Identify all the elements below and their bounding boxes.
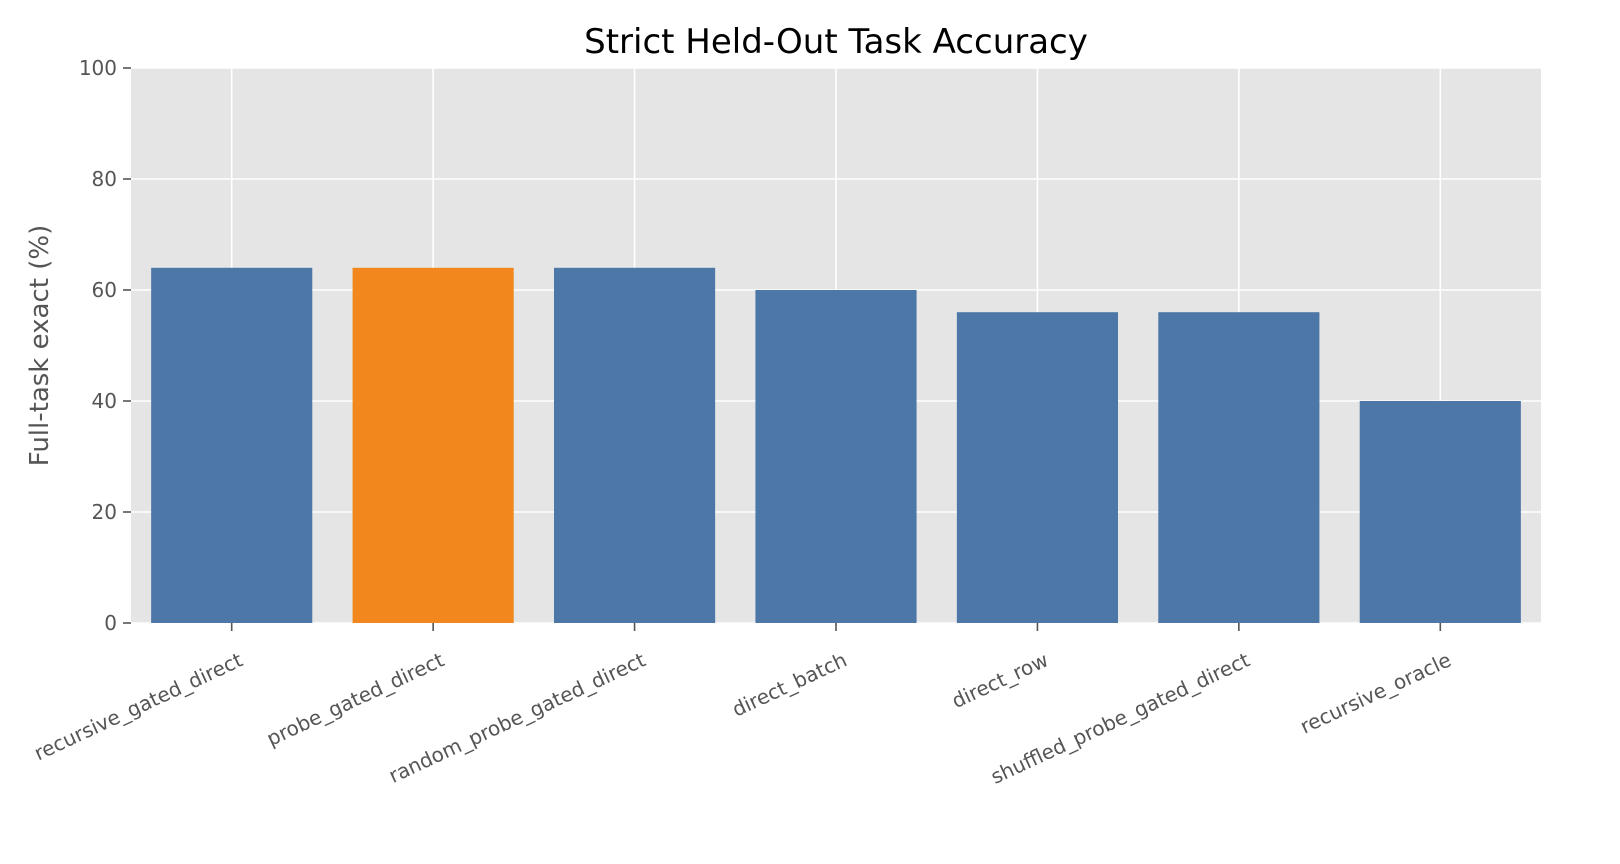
x-tick-label: recursive_oracle <box>1296 648 1454 739</box>
bar-direct-batch <box>755 290 916 623</box>
y-tick-label: 0 <box>104 611 117 635</box>
y-tick-label: 100 <box>79 56 117 80</box>
x-tick-label: recursive_gated_direct <box>30 647 246 765</box>
chart-title: Strict Held-Out Task Accuracy <box>584 22 1088 62</box>
bar-probe-gated-direct <box>353 268 514 623</box>
y-tick-label: 40 <box>92 389 117 413</box>
y-axis-label: Full-task exact (%) <box>25 225 55 466</box>
bars <box>151 268 1521 623</box>
x-tick-label: direct_row <box>948 648 1052 714</box>
y-tick-label: 60 <box>92 278 117 302</box>
x-axis-ticks: recursive_gated_direct probe_gated_direct… <box>30 623 1455 789</box>
bar-recursive-oracle <box>1360 401 1521 623</box>
bar-shuffled-probe-gated-direct <box>1158 312 1319 623</box>
x-tick-label: probe_gated_direct <box>263 647 448 750</box>
x-tick-label: direct_batch <box>728 648 850 722</box>
y-tick-label: 80 <box>92 167 117 191</box>
y-axis-ticks: 0 20 40 60 80 100 <box>79 56 131 635</box>
bar-direct-row <box>957 312 1118 623</box>
bar-recursive-gated-direct <box>151 268 312 623</box>
y-tick-label: 20 <box>92 500 117 524</box>
bar-random-probe-gated-direct <box>554 268 715 623</box>
